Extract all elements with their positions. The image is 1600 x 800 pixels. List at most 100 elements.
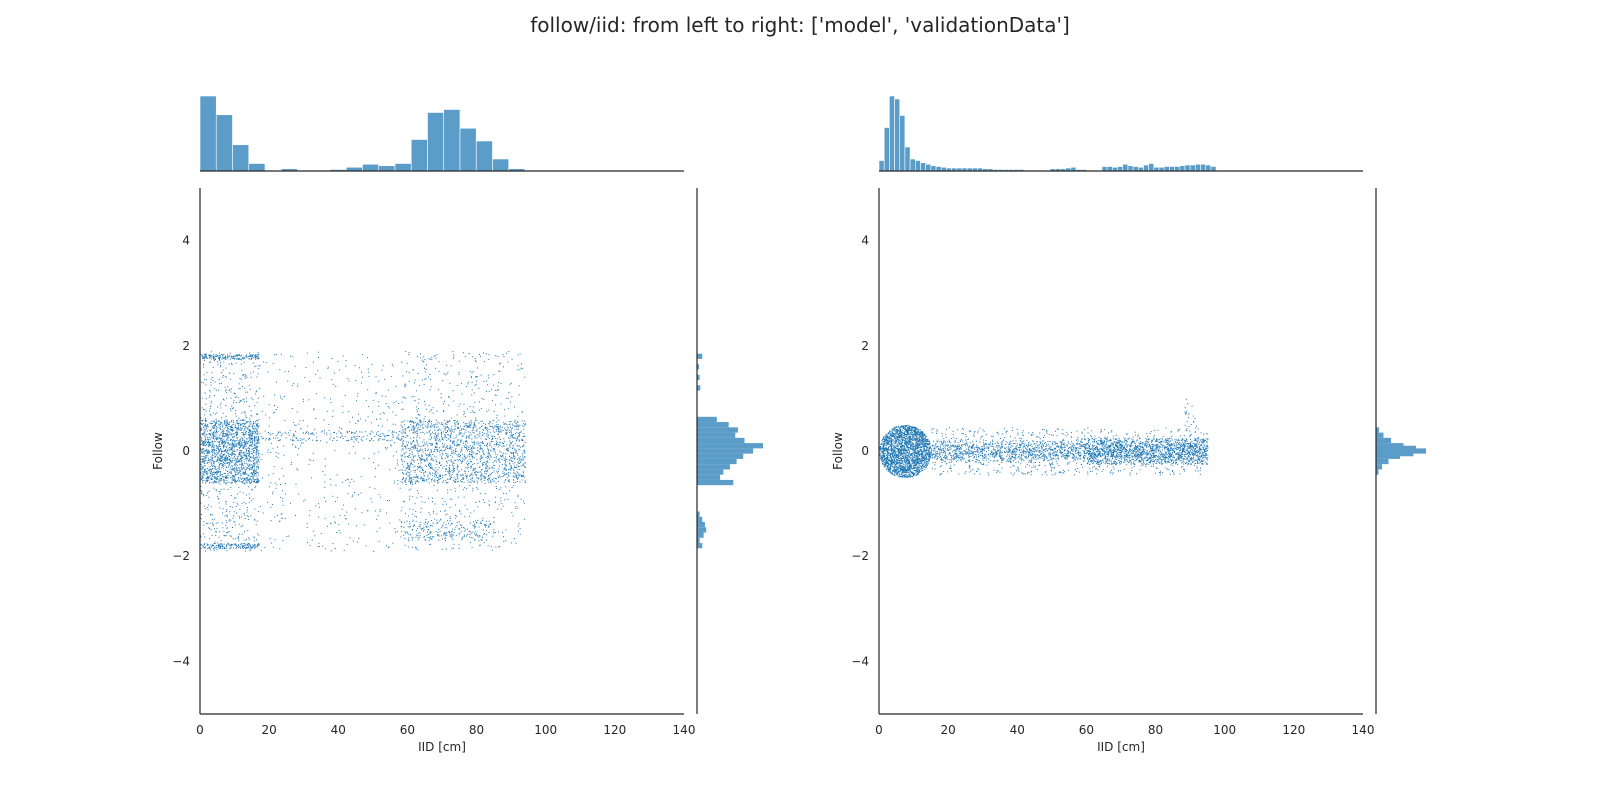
scatter-point [404,396,405,398]
scatter-point [459,403,461,405]
scatter-point [216,446,218,448]
scatter-point [374,436,376,437]
scatter-point [222,455,224,457]
scatter-point [425,378,427,380]
scatter-point [207,460,209,461]
scatter-point [335,501,336,503]
scatter-point [511,460,513,462]
scatter-point [210,506,212,508]
scatter-point [250,372,252,374]
scatter-point [236,431,238,433]
scatter-point [413,447,415,449]
scatter-point [421,425,423,427]
scatter-point [489,473,491,475]
scatter-point [457,426,459,428]
scatter-point [229,428,231,430]
scatter-point [469,475,471,477]
scatter-point [472,457,474,459]
scatter-point [252,460,254,462]
scatter-point [225,462,227,464]
scatter-point [219,441,221,443]
scatter-point [221,522,223,524]
scatter-point [407,546,409,548]
scatter-point [518,462,520,464]
scatter-point [471,461,472,462]
scatter-point [453,431,455,433]
scatter-point [422,458,424,460]
scatter-point [230,446,232,448]
scatter-point [510,434,512,436]
scatter-point [429,455,431,456]
scatter-point [250,356,252,358]
scatter-point [239,509,241,510]
scatter-point [218,425,220,427]
scatter-point [456,451,458,452]
scatter-point [244,539,246,541]
scatter-point [419,420,421,422]
scatter-point [508,450,510,452]
scatter-point [204,440,206,442]
scatter-point [455,515,456,516]
scatter-point [517,445,519,447]
scatter-point [234,471,236,473]
scatter-point [430,465,432,467]
scatter-point [211,355,213,357]
scatter-point [220,460,222,462]
scatter-point [424,433,426,435]
scatter-point [252,544,254,546]
scatter-point [475,376,476,378]
scatter-point [255,356,256,358]
scatter-point [210,529,212,531]
scatter-point [412,537,414,539]
scatter-point [255,471,257,473]
scatter-point [307,425,308,427]
scatter-point [392,437,394,439]
scatter-point [405,451,407,453]
scatter-point [498,419,500,421]
scatter-point [203,357,205,359]
scatter-point [359,436,361,438]
scatter-point [405,446,407,448]
scatter-point [205,482,206,484]
scatter-point [401,401,403,403]
scatter-point [437,421,439,423]
scatter-point [432,497,433,499]
scatter-point [218,470,220,472]
scatter-point [234,358,236,360]
scatter-point [273,405,275,406]
scatter-point [203,374,205,376]
scatter-point [407,420,409,422]
scatter-point [208,444,209,446]
scatter-point [312,361,314,363]
scatter-point [254,422,256,424]
scatter-point [442,467,444,469]
scatter-point [496,438,498,440]
scatter-point [200,472,202,474]
scatter-point [238,402,240,404]
scatter-point [509,481,510,483]
scatter-point [461,429,462,431]
scatter-point [211,518,213,520]
scatter-point [275,353,277,355]
scatter-point [225,544,227,546]
scatter-point [410,419,412,421]
scatter-point [488,478,490,480]
scatter-point [334,432,335,433]
scatter-point [401,458,403,460]
scatter-point [242,434,244,436]
scatter-point [248,493,250,495]
scatter-point [224,422,226,423]
scatter-point [361,440,363,442]
scatter-point [321,431,322,433]
scatter-point [228,453,230,455]
scatter-point [473,443,475,445]
scatter-point [378,434,380,436]
scatter-point [424,459,425,461]
scatter-point [421,359,423,361]
scatter-point [472,455,473,457]
scatter-point [202,426,204,428]
scatter-point [505,464,507,466]
scatter-point [239,546,240,548]
scatter-point [449,446,451,448]
scatter-point [463,481,465,483]
